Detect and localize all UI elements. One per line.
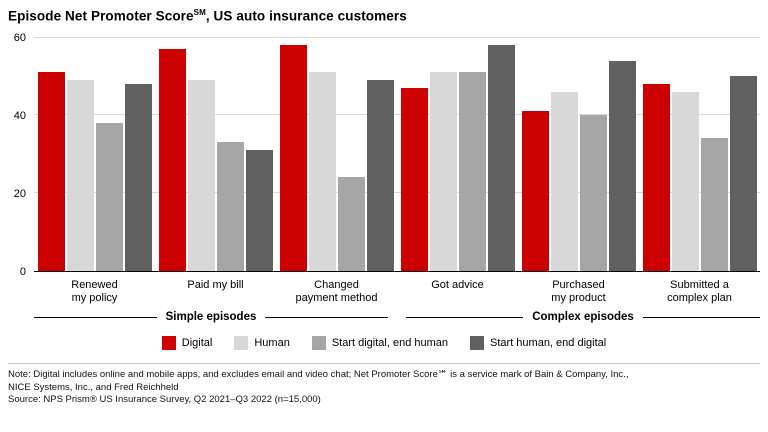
footer-divider	[8, 363, 760, 364]
chart-title-post: , US auto insurance customers	[205, 8, 407, 24]
category-label: Paid my bill	[187, 278, 244, 291]
bar-digital	[400, 87, 428, 271]
legend-swatch	[161, 336, 176, 350]
category-label: Changed payment method	[295, 278, 378, 305]
chart-title: Episode Net Promoter ScoreSM, US auto in…	[8, 8, 760, 24]
source-line: Source: NPS Prism® US Insurance Survey, …	[8, 394, 321, 406]
category-label: Submitted a complex plan	[667, 278, 732, 305]
bar-human	[550, 91, 578, 271]
bar-start-digital-end-human	[700, 138, 728, 271]
category-label: Renewed my policy	[71, 278, 118, 305]
bar-digital	[158, 49, 186, 271]
legend-label: Start human, end digital	[490, 337, 607, 349]
legend-item: Start digital, end human	[311, 336, 449, 350]
y-tick-label: 20	[13, 187, 26, 200]
footnotes: Note: Digital includes online and mobile…	[8, 364, 760, 407]
category-labels: Renewed my policy Paid my bill Changed pay…	[34, 272, 760, 307]
bar-chart: 0 20 40 60	[8, 32, 760, 278]
bar-start-human-end-digital	[608, 60, 636, 271]
bar-digital	[521, 111, 549, 271]
note-line-1: Note: Digital includes online and mobile…	[8, 369, 629, 380]
category-label: Got advice	[431, 278, 484, 291]
bar-start-human-end-digital	[124, 84, 152, 271]
legend-label: Human	[254, 337, 290, 349]
episode-group-brackets: Simple episodes Complex episodes	[34, 311, 760, 323]
bar-start-human-end-digital	[366, 80, 394, 271]
chart-title-pre: Episode Net Promoter Score	[8, 8, 194, 24]
gridline	[34, 191, 760, 193]
gridline	[34, 36, 760, 38]
bar-start-human-end-digital	[487, 45, 515, 271]
bar-group	[397, 38, 518, 271]
bar-group	[518, 38, 639, 271]
bar-human	[187, 80, 215, 271]
bar-start-digital-end-human	[458, 72, 486, 271]
bar-start-human-end-digital	[245, 150, 273, 271]
legend-item: Human	[234, 336, 290, 350]
episode-group-bracket: Complex episodes	[406, 311, 760, 323]
bar-human	[671, 91, 699, 271]
bracket-line	[642, 316, 760, 318]
gridline	[34, 114, 760, 116]
bar-digital	[279, 45, 307, 271]
note-line-2: NICE Systems, Inc., and Fred Reichheld	[8, 381, 179, 393]
y-tick-label: 60	[13, 31, 26, 44]
legend-item: Start human, end digital	[470, 336, 606, 350]
legend-item: Digital	[161, 336, 213, 350]
bar-start-digital-end-human	[216, 142, 244, 271]
bar-group	[155, 38, 276, 271]
episode-group-label: Simple episodes	[165, 311, 257, 323]
bar-digital	[642, 84, 670, 271]
legend-swatch	[470, 336, 485, 350]
y-axis: 0 20 40 60	[8, 32, 34, 278]
bar-human	[308, 72, 336, 271]
legend-swatch	[234, 336, 249, 350]
bar-start-digital-end-human	[337, 177, 365, 271]
plot-area	[34, 36, 760, 272]
legend-label: Digital	[181, 337, 213, 349]
bar-human	[429, 72, 457, 271]
bracket-line	[265, 316, 389, 318]
y-tick-label: 0	[19, 265, 26, 278]
bar-group	[639, 38, 760, 271]
legend: Digital Human Start digital, end human Star…	[8, 336, 760, 350]
chart-title-servicemark: SM	[193, 8, 206, 17]
bar-start-digital-end-human	[95, 122, 123, 271]
bar-start-digital-end-human	[579, 115, 607, 271]
bar-groups	[34, 38, 760, 271]
bar-start-human-end-digital	[729, 76, 757, 271]
bar-digital	[37, 72, 65, 271]
category-label: Purchased my product	[551, 278, 606, 305]
bracket-line	[406, 316, 524, 318]
bar-human	[66, 80, 94, 271]
episode-group-label: Complex episodes	[532, 311, 634, 323]
legend-label: Start digital, end human	[331, 337, 449, 349]
gridlines	[34, 36, 760, 271]
legend-swatch	[311, 336, 326, 350]
bar-group	[276, 38, 397, 271]
bracket-line	[34, 316, 157, 318]
bar-group	[34, 38, 155, 271]
episode-group-bracket: Simple episodes	[34, 311, 389, 323]
y-tick-label: 40	[13, 109, 26, 122]
